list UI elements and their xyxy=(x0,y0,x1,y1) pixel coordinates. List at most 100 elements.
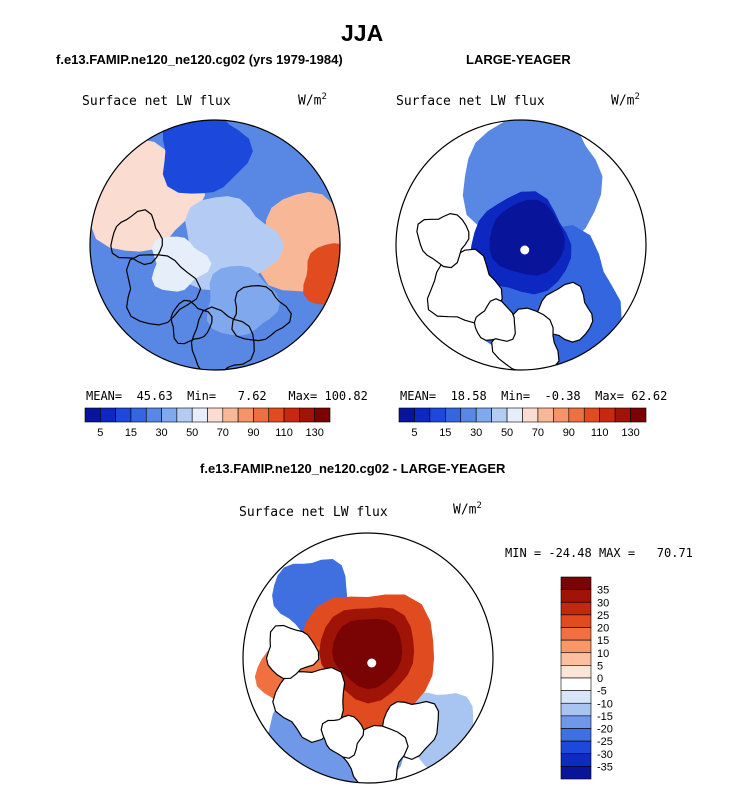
diff-min-value: -24.48 xyxy=(548,546,592,560)
right-coastline-4 xyxy=(473,298,516,342)
diff-colorbar-tick-label: 15 xyxy=(597,635,609,647)
right-colorbar-box-0 xyxy=(398,407,415,423)
figure-title: JJA xyxy=(341,20,384,46)
diff-colorbar-box-9 xyxy=(560,690,592,704)
right-contour-region-4 xyxy=(489,199,565,276)
diff-coastline-2 xyxy=(265,624,320,680)
left-contour-region-6 xyxy=(206,265,281,336)
diff-colorbar-box-4 xyxy=(560,627,592,641)
diff-colorbar-box-2 xyxy=(560,601,592,616)
diff-colorbar-tick-label: -30 xyxy=(597,749,613,761)
diff-panel-header: f.e13.FAMIP.ne120_ne120.cg02 - LARGE-YEA… xyxy=(200,461,506,476)
right-units-exponent: 2 xyxy=(634,92,640,102)
left-colorbar-tick-label: 70 xyxy=(217,427,229,439)
left-colorbar-box-7 xyxy=(191,407,208,423)
left-contour-region-7 xyxy=(151,236,212,292)
diff-stats: MIN = -24.48 MAX = 70.71 xyxy=(505,546,693,560)
diff-colorbar-box-14 xyxy=(560,753,592,767)
diff-colorbar-box-3 xyxy=(560,614,592,628)
diff-colorbar-tick-label: -25 xyxy=(597,736,613,748)
right-max-value: 62.62 xyxy=(631,389,668,403)
left-mean-value: 45.63 xyxy=(136,389,173,403)
left-coastline-3 xyxy=(190,306,255,370)
diff-variable-label: Surface net LW flux xyxy=(239,505,388,520)
left-max-label: Max= xyxy=(288,389,318,403)
left-min-label: Min= xyxy=(187,389,217,403)
right-panel-header: LARGE-YEAGER xyxy=(466,52,571,67)
left-units-exponent: 2 xyxy=(321,92,327,102)
right-map-border xyxy=(395,119,647,371)
diff-colorbar-tick-label: 30 xyxy=(597,597,609,609)
right-units-label: W/m2 xyxy=(611,92,640,108)
diff-colorbar-box-10 xyxy=(560,702,592,717)
diff-colorbar-box-7 xyxy=(560,665,592,679)
left-mean-label: MEAN= xyxy=(86,389,123,403)
diff-colorbar-tick-label: 5 xyxy=(597,660,603,672)
diff-colorbar-box-6 xyxy=(560,652,592,666)
left-colorbar-box-3 xyxy=(130,407,147,423)
right-colorbar-tick-label: 30 xyxy=(470,427,482,439)
left-max-value: 100.82 xyxy=(324,389,368,403)
right-max-label: Max= xyxy=(595,389,624,403)
left-coastline-2 xyxy=(110,209,163,266)
diff-colorbar-tick-label: -35 xyxy=(597,761,613,773)
left-stats: MEAN= 45.63 Min= 7.62 Max= 100.82 xyxy=(86,389,368,403)
left-colorbar-box-15 xyxy=(314,407,331,423)
right-colorbar-tick-label: 130 xyxy=(621,427,639,439)
right-colorbar-box-7 xyxy=(506,407,523,423)
diff-units-text: W/m xyxy=(453,502,477,518)
right-mean-label: MEAN= xyxy=(400,389,437,403)
diff-colorbar-box-15 xyxy=(560,766,592,780)
left-colorbar-box-4 xyxy=(145,407,162,423)
diff-colorbar-box-12 xyxy=(560,728,592,742)
right-colorbar-box-15 xyxy=(630,407,647,423)
diff-colorbar-box-11 xyxy=(560,715,592,729)
right-colorbar-tick-label: 90 xyxy=(563,427,575,439)
left-map-border xyxy=(89,119,341,371)
left-colorbar-box-6 xyxy=(176,407,193,423)
left-colorbar-box-1 xyxy=(100,407,116,423)
diff-units-exponent: 2 xyxy=(476,501,482,511)
diff-colorbar-tick-label: -10 xyxy=(597,698,613,710)
right-pole-marker xyxy=(520,245,530,255)
left-units-label: W/m2 xyxy=(298,92,327,108)
left-contour-region-4 xyxy=(162,120,253,194)
right-units-text: W/m xyxy=(611,93,635,109)
right-colorbar-box-3 xyxy=(445,407,462,423)
right-colorbar-box-13 xyxy=(599,407,616,423)
diff-colorbar-tick-label: 20 xyxy=(597,623,609,635)
right-colorbar-tick-label: 70 xyxy=(532,427,544,439)
left-coastline-1 xyxy=(231,284,292,342)
left-panel-header: f.e13.FAMIP.ne120_ne120.cg02 (yrs 1979-1… xyxy=(56,52,343,67)
diff-colorbar-box-1 xyxy=(560,589,592,603)
right-colorbar-box-8 xyxy=(522,407,539,423)
right-colorbar-tick-label: 15 xyxy=(439,427,451,439)
diff-coastline-4 xyxy=(320,714,365,759)
diff-field xyxy=(243,533,493,783)
right-map xyxy=(395,119,647,371)
left-colorbar-box-2 xyxy=(115,407,132,423)
left-min-value: 7.62 xyxy=(237,389,267,403)
left-colorbar-tick-label: 15 xyxy=(125,427,137,439)
diff-pole-marker xyxy=(367,658,377,668)
right-stats: MEAN= 18.58 Min= -0.38 Max= 62.62 xyxy=(400,389,667,403)
diff-max-value: 70.71 xyxy=(656,546,693,560)
left-variable-label: Surface net LW flux xyxy=(82,94,231,109)
diff-colorbar-tick-label: 10 xyxy=(597,648,609,660)
diff-min-label: MIN = xyxy=(505,546,542,560)
diff-max-label: MAX = xyxy=(598,546,636,560)
right-colorbar-box-10 xyxy=(553,407,570,423)
left-colorbar-box-5 xyxy=(161,407,178,423)
right-colorbar-tick-label: 110 xyxy=(591,427,609,439)
right-colorbar: 5 15 30 50 70 90 110 130 xyxy=(398,407,647,439)
diff-colorbar-tick-label: 35 xyxy=(597,585,609,597)
diff-contour-region-7 xyxy=(332,618,403,690)
left-colorbar: 5 15 30 50 70 90 110 130 xyxy=(84,407,331,439)
left-colorbar-box-9 xyxy=(222,407,239,423)
diff-colorbar-box-5 xyxy=(560,639,592,654)
right-mean-value: 18.58 xyxy=(450,389,487,403)
left-colorbar-tick-label: 90 xyxy=(247,427,259,439)
left-units-text: W/m xyxy=(298,93,322,109)
